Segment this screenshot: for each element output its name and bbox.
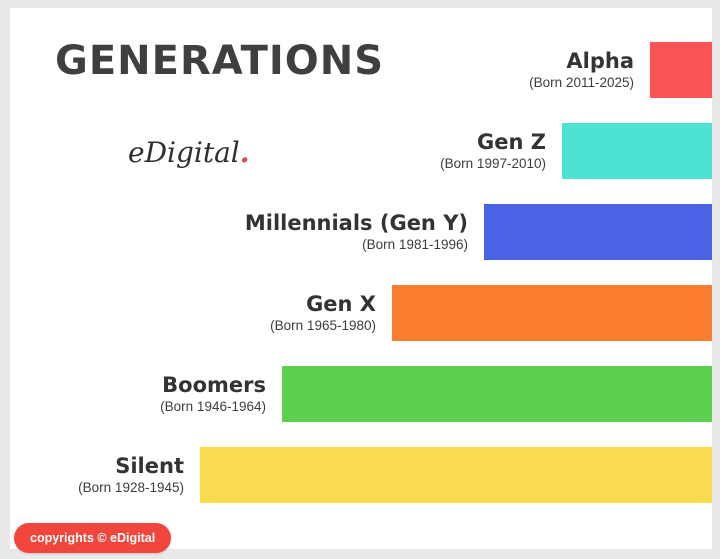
generation-row-millennials: Millennials (Gen Y) (Born 1981-1996) bbox=[245, 204, 712, 260]
generation-bar-silent bbox=[200, 447, 712, 503]
generation-born-range: (Born 2011-2025) bbox=[529, 75, 634, 91]
generation-label: Millennials (Gen Y) (Born 1981-1996) bbox=[245, 210, 484, 254]
chart-canvas: GENERATIONS eDigital. Alpha (Born 2011-2… bbox=[10, 8, 712, 549]
generation-bar-boomers bbox=[282, 366, 712, 422]
generation-bar-millennials bbox=[484, 204, 712, 260]
generation-bar-genz bbox=[562, 123, 712, 179]
generation-row-silent: Silent (Born 1928-1945) bbox=[78, 447, 712, 503]
logo-dot: . bbox=[239, 136, 250, 169]
generation-row-genx: Gen X (Born 1965-1980) bbox=[270, 285, 712, 341]
generation-name: Silent bbox=[115, 454, 184, 479]
edigital-logo: eDigital. bbox=[128, 136, 250, 169]
chart-title: GENERATIONS bbox=[55, 38, 385, 84]
generation-name: Millennials (Gen Y) bbox=[244, 211, 468, 236]
generation-born-range: (Born 1965-1980) bbox=[270, 318, 376, 334]
generation-label: Silent (Born 1928-1945) bbox=[78, 453, 200, 497]
generation-label: Gen Z (Born 1997-2010) bbox=[440, 129, 562, 173]
generation-born-range: (Born 1928-1945) bbox=[78, 480, 184, 496]
generation-row-genz: Gen Z (Born 1997-2010) bbox=[440, 123, 712, 179]
generation-bar-genx bbox=[392, 285, 712, 341]
generation-name: Alpha bbox=[566, 49, 634, 74]
generation-label: Alpha (Born 2011-2025) bbox=[529, 48, 650, 92]
generation-row-alpha: Alpha (Born 2011-2025) bbox=[529, 42, 712, 98]
generation-born-range: (Born 1946-1964) bbox=[160, 399, 266, 415]
logo-text: eDigital bbox=[128, 136, 240, 169]
generation-born-range: (Born 1997-2010) bbox=[440, 156, 546, 172]
generation-name: Gen X bbox=[306, 292, 376, 317]
generation-label: Boomers (Born 1946-1964) bbox=[160, 372, 282, 416]
generation-bar-alpha bbox=[650, 42, 712, 98]
copyright-badge: copyrights © eDigital bbox=[14, 523, 172, 553]
generation-born-range: (Born 1981-1996) bbox=[362, 237, 468, 253]
generation-name: Boomers bbox=[162, 373, 266, 398]
generation-row-boomers: Boomers (Born 1946-1964) bbox=[160, 366, 712, 422]
generation-name: Gen Z bbox=[477, 130, 546, 155]
generation-label: Gen X (Born 1965-1980) bbox=[270, 291, 392, 335]
